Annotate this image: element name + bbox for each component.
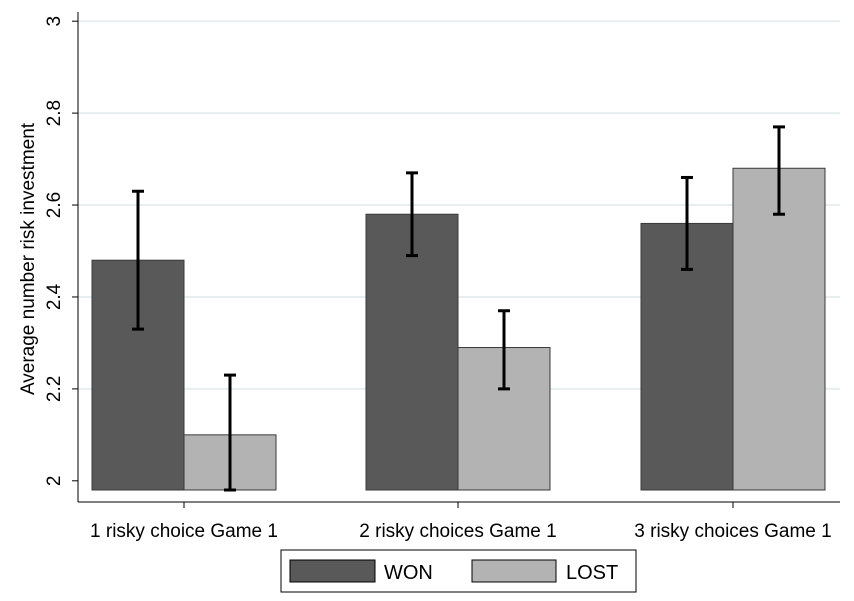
legend-swatch-won bbox=[289, 559, 376, 583]
legend-swatch-lost bbox=[471, 559, 557, 583]
y-tick-label: 2.6 bbox=[44, 192, 65, 218]
x-tick-label: 3 risky choices Game 1 bbox=[634, 521, 831, 542]
y-tick-label: 2 bbox=[44, 476, 65, 487]
y-tick-label: 2.2 bbox=[44, 376, 65, 402]
bars bbox=[91, 167, 826, 491]
x-tick-labels: 1 risky choice Game 1 2 risky choices Gam… bbox=[90, 502, 832, 542]
error-bars bbox=[132, 125, 785, 492]
legend: WON LOST bbox=[280, 549, 637, 593]
x-tick-label: 2 risky choices Game 1 bbox=[359, 521, 556, 542]
x-tick-label: 1 risky choice Game 1 bbox=[90, 521, 278, 542]
y-tick-label: 3 bbox=[44, 16, 65, 27]
legend-label-lost: LOST bbox=[566, 562, 618, 584]
y-axis-label: Average number risk investment bbox=[18, 122, 39, 395]
bar-lost bbox=[732, 167, 826, 491]
axes bbox=[77, 12, 840, 503]
y-tick-label: 2.8 bbox=[44, 100, 65, 126]
legend-label-won: WON bbox=[384, 562, 433, 584]
y-ticks: 2 2.2 2.4 2.6 2.8 3 bbox=[44, 16, 78, 486]
y-tick-label: 2.4 bbox=[44, 283, 65, 310]
